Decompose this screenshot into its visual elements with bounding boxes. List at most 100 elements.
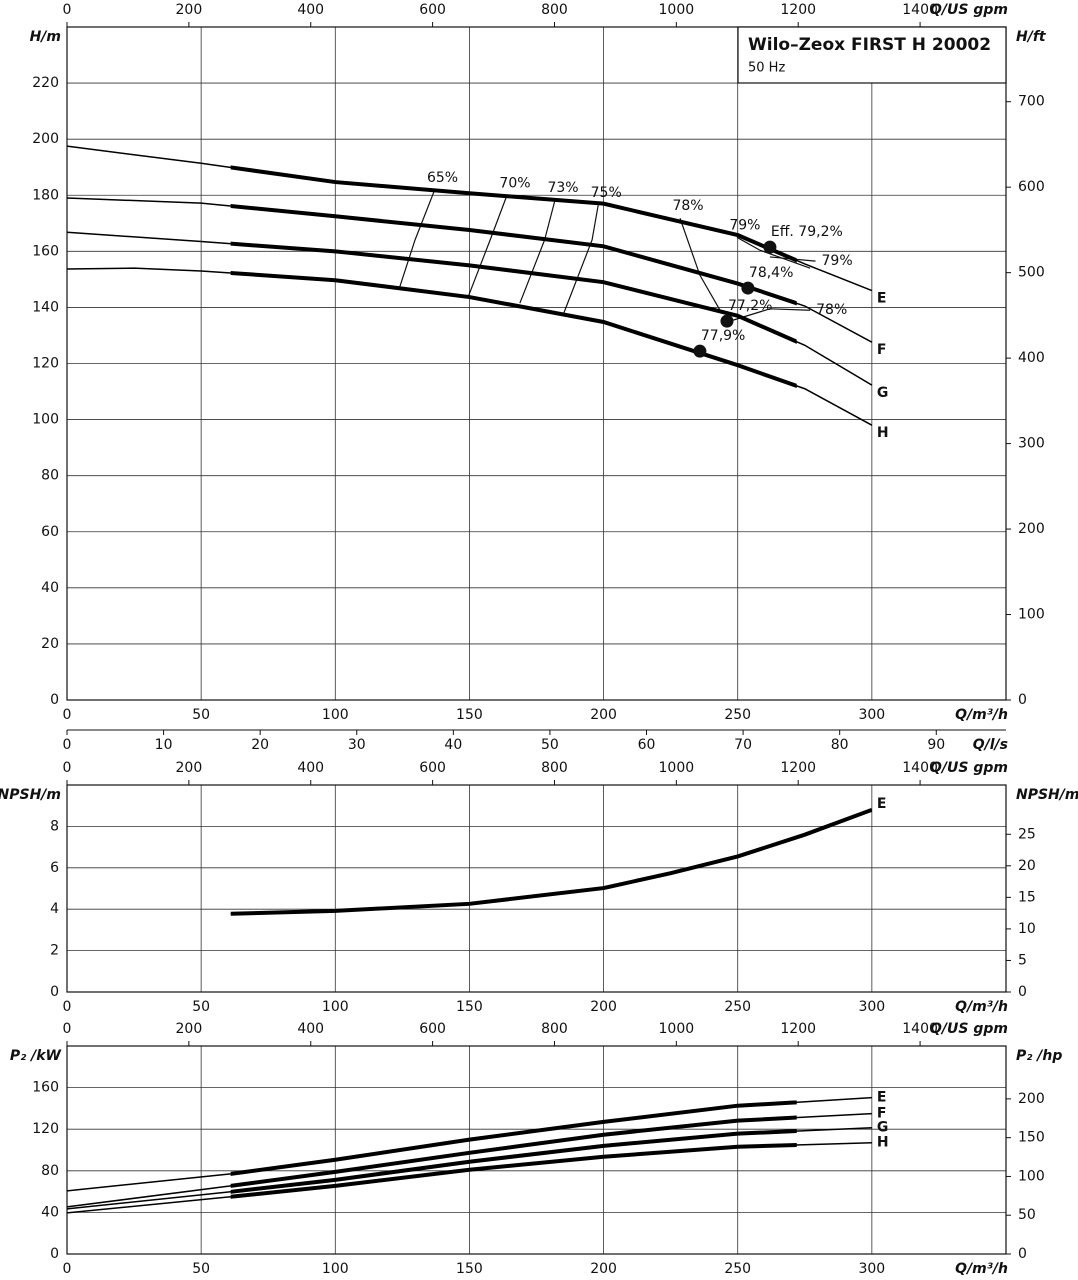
x3-tick-label: 80 — [831, 737, 849, 753]
x2-tick-label: 200 — [176, 1021, 203, 1037]
curve-label: E — [877, 1090, 887, 1106]
curve-operating-range — [230, 203, 797, 306]
x2-tick-label: 1400 — [902, 2, 938, 18]
y2-tick-label: 5 — [1018, 952, 1027, 968]
x-tick-label: 150 — [456, 999, 483, 1015]
best-efficiency-point — [693, 344, 707, 358]
x2-tick-label: 1200 — [780, 760, 816, 776]
y-axis-label: H/m — [30, 29, 61, 45]
best-efficiency-point — [763, 240, 777, 254]
x2-tick-label: 600 — [419, 1021, 446, 1037]
x-tick-label: 300 — [858, 999, 885, 1015]
x2-tick-label: 0 — [63, 760, 72, 776]
curve — [230, 809, 873, 915]
x2-tick-label: 1400 — [902, 1021, 938, 1037]
x3-tick-label: 40 — [444, 737, 462, 753]
y2-tick-label: 0 — [1018, 984, 1027, 1000]
x-tick-label: 0 — [63, 999, 72, 1015]
x-tick-label: 250 — [724, 1261, 751, 1277]
y-tick-label: 40 — [41, 580, 59, 596]
efficiency-label: 75% — [591, 185, 622, 201]
efficiency-label: 79% — [822, 253, 853, 269]
y2-tick-label: 100 — [1018, 607, 1045, 623]
plot-frame — [66, 26, 1007, 701]
y2-tick-label: 300 — [1018, 436, 1045, 452]
curve-operating-range — [230, 1142, 797, 1199]
x2-tick-label: 1000 — [659, 2, 695, 18]
efficiency-label: 78% — [816, 302, 847, 318]
x3-tick-label: 70 — [734, 737, 752, 753]
y-tick-label: 140 — [32, 299, 59, 315]
best-efficiency-label: 77,9% — [701, 328, 745, 344]
x2-tick-label: 800 — [541, 2, 568, 18]
x2-tick-label: 800 — [541, 1021, 568, 1037]
y-tick-label: 80 — [41, 1163, 59, 1179]
best-efficiency-label: 78,4% — [749, 265, 793, 281]
x-axis-label: Q/m³/h — [955, 999, 1008, 1015]
y2-tick-label: 25 — [1018, 826, 1036, 842]
y2-tick-label: 0 — [1018, 1246, 1027, 1262]
y2-tick-label: 50 — [1018, 1207, 1036, 1223]
curve-label: F — [877, 1106, 887, 1122]
efficiency-line — [399, 189, 436, 288]
x2-tick-label: 1200 — [780, 1021, 816, 1037]
x2-tick-label: 1400 — [902, 760, 938, 776]
x2-axis-label: Q/US gpm — [930, 760, 1008, 776]
x2-tick-label: 1200 — [780, 2, 816, 18]
y-tick-label: 100 — [32, 412, 59, 428]
x2-tick-label: 400 — [297, 2, 324, 18]
x-tick-label: 50 — [192, 1261, 210, 1277]
x-tick-label: 300 — [858, 707, 885, 723]
x2-tick-label: 0 — [63, 2, 72, 18]
efficiency-line — [736, 236, 811, 269]
y2-tick-label: 500 — [1018, 265, 1045, 281]
curve-operating-range — [230, 165, 797, 263]
x2-tick-label: 1000 — [659, 1021, 695, 1037]
y-tick-label: 180 — [32, 187, 59, 203]
curve-label: H — [877, 1135, 889, 1151]
x2-tick-label: 800 — [541, 760, 568, 776]
y-tick-label: 2 — [50, 943, 59, 959]
x3-tick-label: 0 — [63, 737, 72, 753]
x-tick-label: 250 — [724, 707, 751, 723]
y2-tick-label: 0 — [1018, 692, 1027, 708]
curve-operating-range — [230, 241, 797, 344]
y2-tick-label: 15 — [1018, 889, 1036, 905]
y2-axis-label: NPSH/m — [1016, 787, 1078, 803]
x3-tick-label: 60 — [638, 737, 656, 753]
y-tick-label: 6 — [50, 860, 59, 876]
y-tick-label: 20 — [41, 636, 59, 652]
x-tick-label: 50 — [192, 999, 210, 1015]
x3-tick-label: 50 — [541, 737, 559, 753]
x3-tick-label: 90 — [927, 737, 945, 753]
curve-operating-range — [230, 1115, 797, 1188]
y-tick-label: 80 — [41, 468, 59, 484]
x-tick-label: 100 — [322, 707, 349, 723]
chart-title: Wilo–Zeox FIRST H 20002 — [748, 35, 991, 55]
x-tick-label: 250 — [724, 999, 751, 1015]
y-tick-label: 40 — [41, 1204, 59, 1220]
x2-tick-label: 1000 — [659, 760, 695, 776]
y2-tick-label: 100 — [1018, 1168, 1045, 1184]
y-axis-label: NPSH/m — [0, 787, 61, 803]
y-tick-label: 220 — [32, 75, 59, 91]
curve-label: E — [877, 291, 887, 307]
curve-operating-range — [230, 1129, 797, 1194]
x-tick-label: 100 — [322, 999, 349, 1015]
title-box — [737, 26, 1007, 84]
y2-tick-label: 20 — [1018, 858, 1036, 874]
x2-tick-label: 200 — [176, 2, 203, 18]
x2-tick-label: 400 — [297, 1021, 324, 1037]
y2-tick-label: 600 — [1018, 179, 1045, 195]
x-tick-label: 200 — [590, 1261, 617, 1277]
y-tick-label: 200 — [32, 131, 59, 147]
efficiency-line — [679, 218, 721, 311]
x3-tick-label: 20 — [251, 737, 269, 753]
y-tick-label: 0 — [50, 692, 59, 708]
y-tick-label: 120 — [32, 1121, 59, 1137]
curve-label: E — [877, 796, 887, 812]
best-efficiency-point — [720, 314, 734, 328]
x-axis-label: Q/m³/h — [955, 1261, 1008, 1277]
curve-label: F — [877, 342, 887, 358]
